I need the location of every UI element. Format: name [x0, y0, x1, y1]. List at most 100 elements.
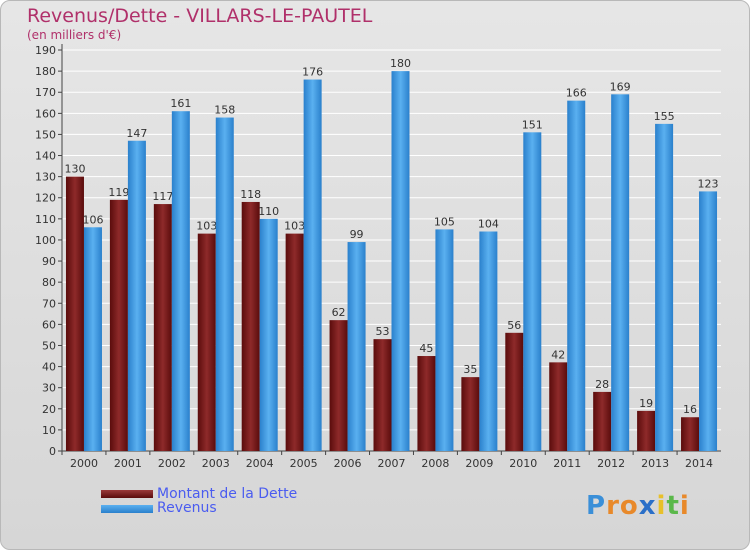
x-tick-label: 2007	[378, 457, 406, 470]
data-label-dette: 16	[683, 403, 697, 416]
bar-revenus	[303, 79, 322, 452]
x-tick-label: 2008	[421, 457, 449, 470]
data-label-revenus: 176	[302, 66, 323, 79]
data-label-revenus: 155	[654, 110, 675, 123]
y-tick-label: 110	[35, 213, 56, 226]
bar-revenus	[215, 117, 234, 452]
y-tick-label: 0	[49, 445, 56, 458]
data-label-dette: 56	[507, 319, 521, 332]
bar-dette	[65, 176, 84, 451]
bar-revenus	[259, 218, 278, 451]
x-tick-label: 2009	[465, 457, 493, 470]
y-tick-label: 10	[42, 424, 56, 437]
legend-label-revenus: Revenus	[157, 500, 217, 516]
bar-revenus	[523, 132, 542, 451]
x-tick-label: 2010	[509, 457, 537, 470]
data-label-dette: 19	[639, 397, 653, 410]
data-label-revenus: 161	[170, 97, 191, 110]
data-label-revenus: 110	[258, 205, 279, 218]
data-label-dette: 117	[152, 190, 173, 203]
data-label-revenus: 105	[434, 215, 455, 228]
bar-dette	[153, 204, 172, 451]
bar-revenus	[83, 227, 102, 451]
bar-dette	[681, 417, 700, 451]
y-tick-label: 100	[35, 234, 56, 247]
bar-dette	[285, 233, 304, 451]
data-label-revenus: 166	[566, 87, 587, 100]
x-tick-label: 2000	[70, 457, 98, 470]
legend-swatch-dette	[101, 490, 153, 498]
bar-dette	[197, 233, 216, 451]
chart-title: Revenus/Dette - VILLARS-LE-PAUTEL	[27, 5, 373, 27]
x-tick-label: 2006	[334, 457, 362, 470]
data-label-dette: 103	[284, 220, 305, 233]
y-tick-label: 140	[35, 150, 56, 163]
y-tick-label: 80	[42, 276, 56, 289]
y-tick-label: 30	[42, 382, 56, 395]
data-label-revenus: 104	[478, 218, 499, 231]
data-label-dette: 130	[64, 163, 85, 176]
bar-revenus	[171, 111, 190, 451]
y-tick-label: 120	[35, 192, 56, 205]
data-label-revenus: 169	[610, 80, 631, 93]
data-label-revenus: 106	[82, 213, 103, 226]
data-label-dette: 45	[419, 342, 433, 355]
bar-dette	[593, 391, 612, 451]
bar-dette	[373, 339, 392, 451]
y-tick-label: 160	[35, 107, 56, 120]
bar-revenus	[567, 100, 586, 451]
data-label-dette: 28	[595, 378, 609, 391]
x-tick-label: 2012	[597, 457, 625, 470]
legend-label-dette: Montant de la Dette	[157, 486, 298, 502]
legend-swatch-revenus	[101, 505, 153, 513]
y-tick-label: 90	[42, 255, 56, 268]
x-tick-label: 2005	[290, 457, 318, 470]
data-label-revenus: 158	[214, 104, 235, 117]
bar-revenus	[435, 229, 454, 451]
data-label-dette: 118	[240, 188, 261, 201]
y-tick-label: 130	[35, 171, 56, 184]
data-label-dette: 103	[196, 220, 217, 233]
bar-revenus	[127, 140, 146, 451]
x-tick-label: 2003	[202, 457, 230, 470]
x-tick-label: 2014	[685, 457, 713, 470]
bar-dette	[417, 356, 436, 451]
y-tick-label: 60	[42, 318, 56, 331]
y-tick-label: 20	[42, 403, 56, 416]
x-tick-label: 2013	[641, 457, 669, 470]
bar-revenus	[655, 123, 674, 452]
y-tick-label: 150	[35, 128, 56, 141]
data-label-revenus: 123	[698, 177, 719, 190]
y-tick-label: 170	[35, 86, 56, 99]
y-tick-label: 40	[42, 361, 56, 374]
y-tick-label: 190	[35, 44, 56, 57]
bar-dette	[549, 362, 568, 451]
data-label-revenus: 151	[522, 118, 543, 131]
data-label-dette: 62	[332, 306, 346, 319]
bar-dette	[637, 410, 656, 451]
data-label-revenus: 99	[350, 228, 364, 241]
y-tick-label: 70	[42, 297, 56, 310]
bar-dette	[505, 332, 524, 451]
bar-dette	[241, 201, 260, 451]
data-label-revenus: 180	[390, 57, 411, 70]
data-label-dette: 35	[463, 363, 477, 376]
chart-subtitle: (en milliers d'€)	[27, 28, 122, 42]
bar-revenus	[699, 191, 718, 451]
bar-revenus	[391, 71, 410, 452]
x-tick-label: 2001	[114, 457, 142, 470]
bar-dette	[109, 199, 128, 451]
bar-revenus	[611, 94, 630, 452]
y-tick-label: 180	[35, 65, 56, 78]
proxiti-logo: Proxiti	[586, 491, 690, 521]
data-label-dette: 119	[108, 186, 129, 199]
bar-dette	[329, 320, 348, 451]
bar-dette	[461, 377, 480, 451]
y-tick-label: 50	[42, 339, 56, 352]
data-label-dette: 42	[551, 348, 565, 361]
data-label-dette: 53	[376, 325, 390, 338]
x-tick-label: 2011	[553, 457, 581, 470]
data-label-revenus: 147	[126, 127, 147, 140]
